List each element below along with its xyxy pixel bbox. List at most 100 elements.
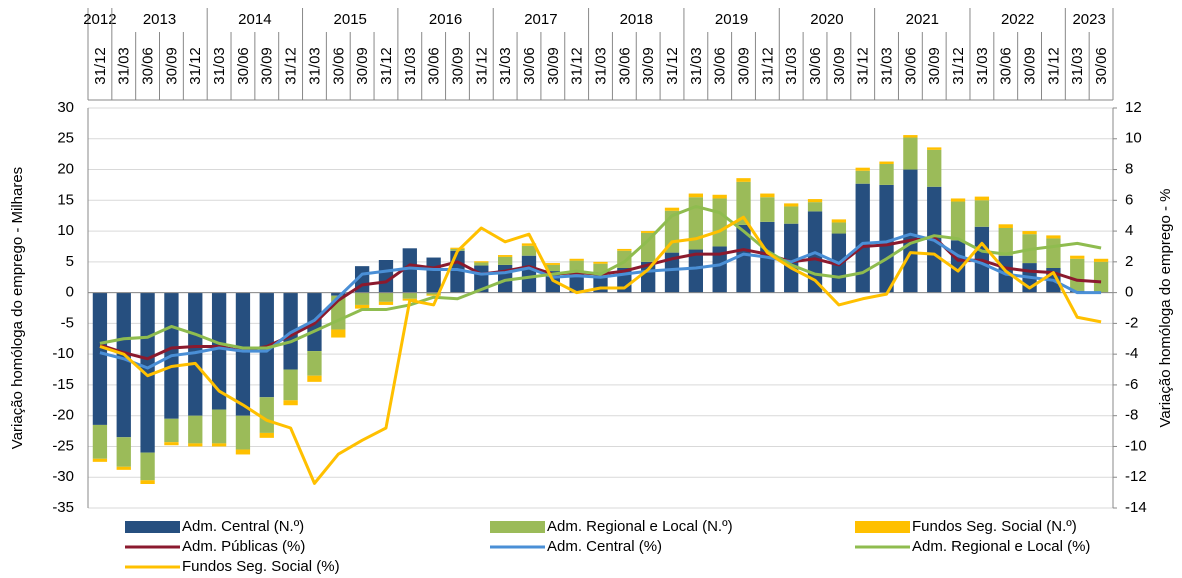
bar [593, 261, 608, 264]
x-tick-label: 31/12 [283, 47, 300, 85]
y2-tick-label: -4 [1125, 345, 1138, 362]
bar [450, 247, 465, 249]
legend-label: Adm. Central (N.º) [182, 518, 304, 535]
x-tick-label: 30/09 [354, 47, 371, 85]
bar [831, 222, 847, 234]
bar [688, 193, 703, 198]
x-tick-label: 31/12 [92, 47, 109, 85]
x-tick-label: 31/03 [402, 47, 419, 85]
y2-tick-label: 8 [1125, 161, 1133, 178]
bar [331, 292, 346, 296]
x-tick-label: 30/09 [735, 47, 752, 85]
y-tick-label: -10 [52, 345, 74, 362]
bar [116, 292, 131, 438]
bar [903, 135, 918, 138]
bar [92, 458, 108, 462]
bar [92, 424, 108, 459]
y2-tick-label: 2 [1125, 253, 1133, 270]
bar [545, 264, 560, 272]
bar [402, 292, 417, 299]
line [99, 232, 1102, 370]
legend-swatch [490, 521, 545, 533]
bar [378, 260, 394, 293]
bar [354, 292, 370, 305]
bar [903, 137, 918, 170]
bar [760, 197, 775, 222]
legend-label: Fundos Seg. Social (N.º) [912, 518, 1077, 535]
bar [998, 228, 1013, 256]
x-tick-label: 31/03 [116, 47, 133, 85]
bar [927, 149, 942, 187]
legend-label: Adm. Públicas (%) [182, 538, 305, 555]
bar [688, 249, 703, 293]
bar [188, 443, 203, 447]
bar [736, 178, 751, 182]
bar [1046, 235, 1061, 239]
x-tick-label: 30/06 [712, 47, 729, 85]
legend-swatch [855, 521, 910, 533]
y-tick-label: 30 [57, 99, 74, 116]
x-tick-label: 31/12 [187, 47, 204, 85]
bar [140, 452, 155, 481]
year-label: 2020 [810, 11, 843, 28]
year-label: 2022 [1001, 11, 1034, 28]
bar [92, 292, 108, 425]
bar [259, 397, 274, 433]
x-tick-label: 31/12 [759, 47, 776, 85]
y2-tick-label: -2 [1125, 314, 1138, 331]
x-tick-label: 31/12 [855, 47, 872, 85]
y-tick-label: 10 [57, 222, 74, 239]
bar [736, 224, 751, 293]
bar [664, 207, 680, 211]
y-tick-label: -20 [52, 407, 74, 424]
y-tick-label: 25 [57, 130, 74, 147]
bar [474, 262, 489, 266]
y2-tick-label: 4 [1125, 222, 1133, 239]
bar [188, 415, 203, 444]
y2-tick-label: -14 [1125, 499, 1147, 516]
bar [784, 223, 799, 293]
bar [235, 449, 251, 455]
y-tick-label: -35 [52, 499, 74, 516]
y2-axis-label: Variação homóloga do emprego - % [1157, 188, 1174, 427]
bar [831, 219, 847, 223]
y2-tick-label: -10 [1125, 437, 1147, 454]
year-label: 2015 [334, 11, 367, 28]
x-tick-label: 31/03 [974, 47, 991, 85]
bar [950, 198, 966, 202]
bar [116, 437, 131, 467]
bar [855, 167, 870, 171]
line [99, 204, 1102, 350]
bar [855, 170, 870, 184]
x-tick-label: 30/06 [1093, 47, 1110, 85]
bar [426, 292, 441, 295]
bar [211, 443, 227, 447]
legend-label: Adm. Regional e Local (N.º) [547, 518, 733, 535]
y2-tick-label: 12 [1125, 99, 1142, 116]
x-tick-label: 30/09 [640, 47, 657, 85]
x-tick-label: 30/06 [426, 47, 443, 85]
x-tick-label: 31/03 [688, 47, 705, 85]
year-label: 2016 [429, 11, 462, 28]
bar [712, 246, 727, 293]
bar [807, 202, 823, 212]
y-tick-label: -25 [52, 437, 74, 454]
bar [307, 375, 322, 382]
bar [402, 248, 417, 293]
bar [617, 248, 632, 251]
y2-tick-label: 6 [1125, 191, 1133, 208]
bar [903, 169, 918, 293]
x-tick-label: 31/03 [879, 47, 896, 85]
legend-swatch [125, 521, 180, 533]
x-tick-label: 31/12 [569, 47, 586, 85]
bar [140, 480, 155, 484]
bar [211, 292, 227, 410]
bar [521, 243, 537, 246]
y-axis-label: Variação homóloga do emprego - Milhares [9, 167, 26, 449]
y2-tick-label: -6 [1125, 376, 1138, 393]
bar [641, 231, 656, 233]
bar [664, 252, 680, 293]
bar [188, 292, 203, 416]
bar [354, 304, 370, 309]
